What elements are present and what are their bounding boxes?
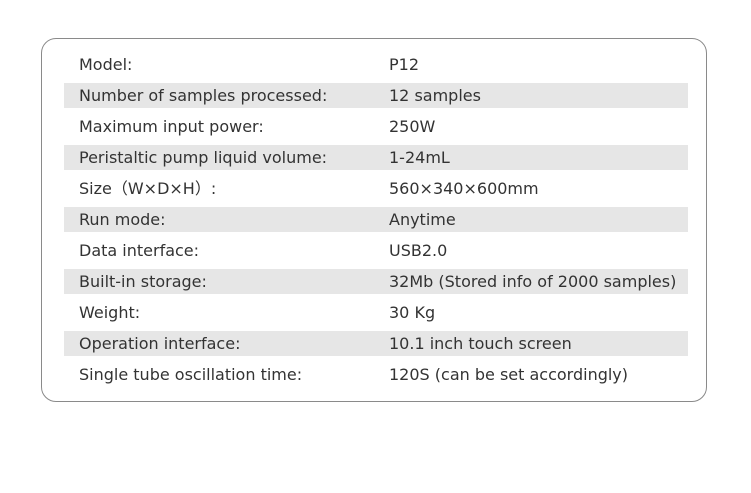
spec-row: Single tube oscillation time: 120S (can b…: [64, 362, 688, 387]
spec-row: Operation interface: 10.1 inch touch scre…: [64, 331, 688, 356]
spec-value: USB2.0: [389, 241, 448, 260]
spec-value: P12: [389, 55, 420, 74]
spec-label: Number of samples processed:: [79, 86, 328, 105]
spec-value: 32Mb (Stored info of 2000 samples): [389, 272, 677, 291]
spec-label: Built-in storage:: [79, 272, 207, 291]
spec-value: 560×340×600mm: [389, 179, 539, 198]
spec-value: Anytime: [389, 210, 456, 229]
spec-row: Peristaltic pump liquid volume: 1-24mL: [64, 145, 688, 170]
spec-label: Size（W×D×H）:: [79, 179, 217, 198]
spec-row: Data interface: USB2.0: [64, 238, 688, 263]
spec-row: Model: P12: [64, 52, 688, 77]
spec-value: 30 Kg: [389, 303, 436, 322]
spec-label: Single tube oscillation time:: [79, 365, 303, 384]
spec-value: 120S (can be set accordingly): [389, 365, 629, 384]
spec-label: Model:: [79, 55, 133, 74]
spec-row: Run mode: Anytime: [64, 207, 688, 232]
spec-label: Data interface:: [79, 241, 200, 260]
spec-value: 250W: [389, 117, 436, 136]
spec-label: Weight:: [79, 303, 141, 322]
spec-row: Weight: 30 Kg: [64, 300, 688, 325]
spec-label: Peristaltic pump liquid volume:: [79, 148, 328, 167]
spec-row: Number of samples processed: 12 samples: [64, 83, 688, 108]
spec-row: Maximum input power: 250W: [64, 114, 688, 139]
spec-label: Maximum input power:: [79, 117, 264, 136]
spec-row: Size（W×D×H）: 560×340×600mm: [64, 176, 688, 201]
spec-label: Run mode:: [79, 210, 166, 229]
spec-value: 12 samples: [389, 86, 481, 105]
spec-value: 10.1 inch touch screen: [389, 334, 572, 353]
spec-box: [41, 38, 707, 402]
spec-row: Built-in storage: 32Mb (Stored info of 20…: [64, 269, 688, 294]
spec-label: Operation interface:: [79, 334, 241, 353]
spec-value: 1-24mL: [389, 148, 450, 167]
